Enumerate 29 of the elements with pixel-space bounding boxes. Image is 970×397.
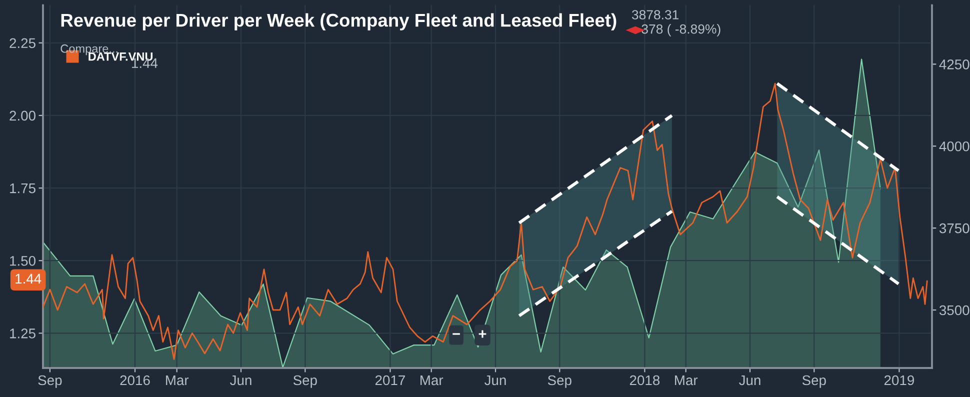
x-tick-label: Sep	[38, 375, 62, 388]
x-tick-label: 2016	[120, 375, 150, 386]
text: 1.44	[16, 274, 42, 284]
y-tick-label: 2.25	[10, 38, 36, 48]
x-tick-label: Jun	[230, 375, 252, 386]
annotation: 378 ( -8.89%)	[642, 24, 720, 36]
x-tick-label: Sep	[802, 375, 826, 388]
y2-tick-label: 3500	[939, 305, 970, 316]
x-tick-label: 2019	[884, 375, 914, 386]
y-tick-label: 1.25	[10, 328, 36, 338]
x-tick-label: Jun	[739, 375, 760, 386]
x-tick-label: Jun	[484, 375, 506, 386]
y-tick-label: 2.00	[10, 110, 36, 121]
annotation: +	[478, 330, 486, 338]
y2-tick-label: 4250	[939, 59, 970, 70]
x-tick-label: 2018	[630, 375, 660, 386]
y2-tick-label: 4000	[939, 141, 970, 152]
y2-tick-label: 3750	[939, 223, 970, 234]
annotation: −	[452, 333, 460, 335]
x-tick-label: Mar	[166, 375, 189, 386]
chart-title: Revenue per Driver per Week (Company Fleet and Leased Fleet)	[61, 13, 616, 30]
y-tick-label: 1.50	[10, 256, 36, 266]
annotation: 3878.31	[632, 10, 679, 20]
x-tick-label: 2017	[375, 375, 405, 386]
x-tick-label: Mar	[675, 375, 698, 386]
x-tick-label: Sep	[548, 375, 572, 388]
x-tick-label: Sep	[293, 375, 317, 388]
x-tick-label: Mar	[420, 375, 444, 386]
y-tick-label: 1.75	[10, 184, 36, 194]
